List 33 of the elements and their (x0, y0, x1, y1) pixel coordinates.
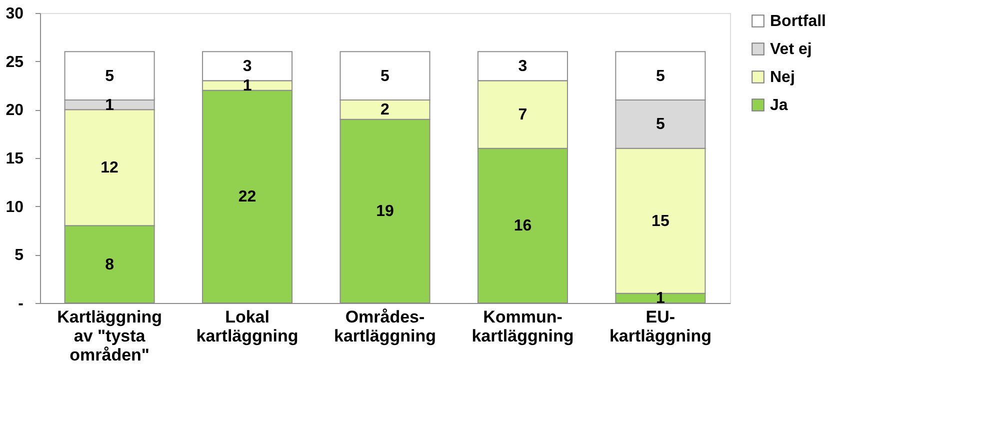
x-tick-label: EU-kartläggning (609, 308, 712, 346)
legend-label: Bortfall (770, 13, 826, 30)
data-label: 3 (242, 58, 252, 76)
data-label: 19 (376, 203, 394, 220)
data-label: 2 (380, 102, 390, 119)
data-label: 5 (656, 68, 665, 85)
y-tick-label: 10 (6, 198, 24, 216)
data-label: 15 (652, 212, 670, 230)
x-tick-label: Områdes-kartläggning (334, 308, 436, 346)
y-tick-label: 20 (6, 102, 24, 120)
legend-label: Vet ej (770, 41, 812, 58)
data-label: 22 (238, 188, 256, 206)
data-label: 7 (518, 106, 528, 124)
data-label: 5 (380, 68, 390, 85)
x-tick-label: Kartläggning av "tysta områden" (57, 308, 162, 364)
x-tick-label: Kommun-kartläggning (472, 308, 574, 346)
x-tick-label: Lokal kartläggning (196, 308, 298, 346)
y-tick-label: 25 (6, 54, 24, 71)
data-label: 1 (656, 290, 665, 308)
data-label: 5 (656, 116, 665, 134)
data-label: 1 (242, 78, 252, 94)
data-label: 8 (105, 256, 114, 274)
data-label: 3 (518, 58, 528, 76)
data-label: 5 (105, 68, 114, 85)
legend-label: Ja (770, 97, 788, 114)
data-label: 16 (514, 218, 532, 235)
y-tick-label: 30 (6, 6, 24, 22)
data-label: 12 (100, 160, 119, 177)
y-tick-label: 15 (6, 150, 24, 168)
data-label: 1 (105, 96, 114, 114)
y-tick-label: - (18, 296, 24, 312)
legend-label: Nej (770, 69, 795, 86)
y-tick-label: 5 (14, 247, 24, 264)
